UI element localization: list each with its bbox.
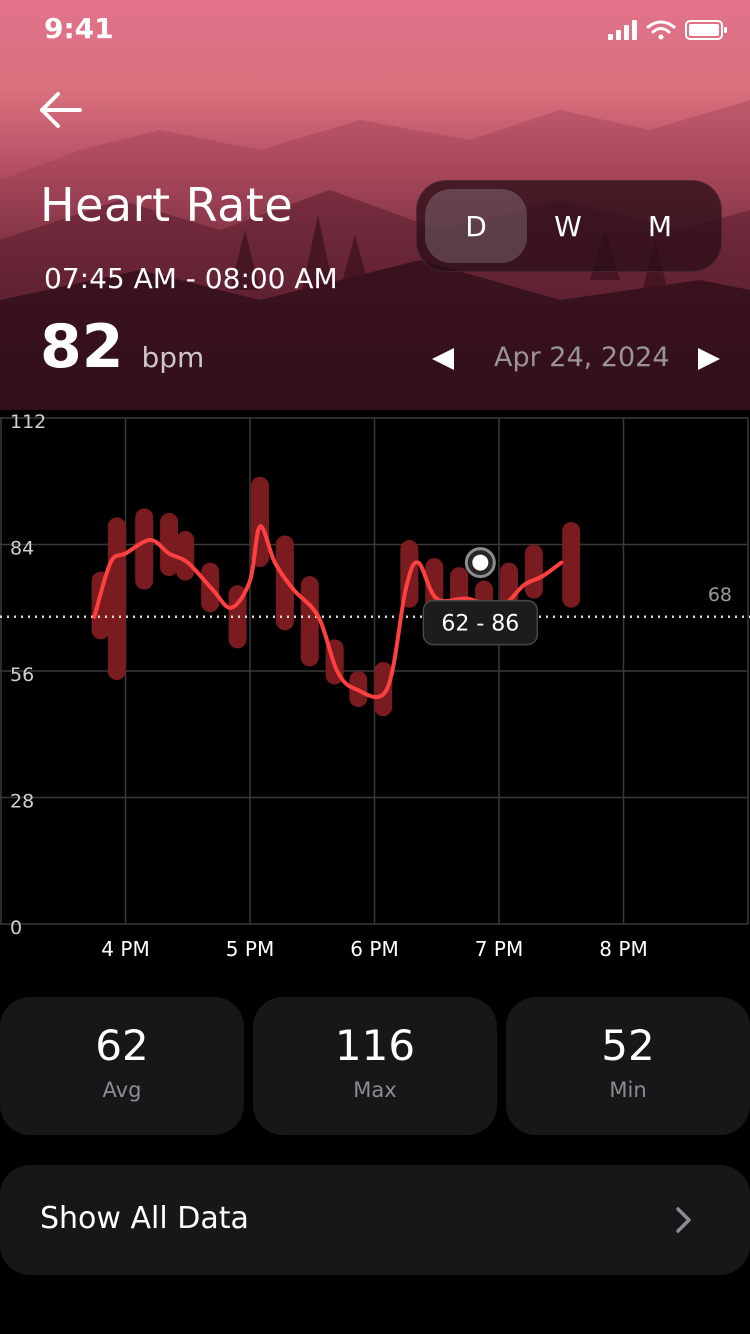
x-tick-label: 4 PM: [101, 937, 149, 961]
stat-value: 116: [334, 1021, 416, 1070]
tab-month[interactable]: M: [647, 209, 673, 243]
header: 9:41 Heart Rate 07:45 AM - 08:00 AM: [0, 0, 750, 410]
heart-rate-line: [92, 524, 564, 700]
stat-card-avg: 62 Avg: [0, 997, 244, 1135]
date-navigator: Apr 24, 2024: [430, 338, 730, 382]
status-icons: [608, 20, 727, 40]
y-tick-label: 0: [10, 917, 22, 939]
status-time: 9:41: [44, 12, 114, 45]
x-tick-label: 5 PM: [226, 937, 274, 961]
bpm-readout: 82 bpm: [40, 312, 204, 382]
tooltip-box: [422, 599, 539, 646]
status-bar: 9:41: [0, 0, 750, 60]
time-range: 07:45 AM - 08:00 AM: [44, 262, 338, 295]
show-all-label: Show All Data: [40, 1201, 249, 1236]
selected-point: [472, 554, 489, 571]
x-tick-label: 6 PM: [350, 937, 398, 961]
stat-label: Min: [609, 1078, 647, 1102]
period-selector: D W M: [416, 180, 722, 272]
x-tick-label: 7 PM: [475, 937, 523, 961]
x-tick-label: 8 PM: [599, 937, 647, 961]
tooltip-text: 62 - 86: [441, 612, 519, 637]
heart-rate-chart: 0 28 56 84 112 4 PM 5 PM 6 PM 7 PM 8 PM 68 62 - 86: [0, 400, 750, 980]
stat-label: Avg: [102, 1078, 142, 1102]
back-arrow-icon[interactable]: [36, 88, 84, 132]
show-all-data-button[interactable]: Show All Data: [0, 1165, 750, 1275]
stats-row: 62 Avg 116 Max 52 Min: [0, 997, 750, 1135]
wifi-icon: [646, 20, 676, 40]
stat-card-max: 116 Max: [253, 997, 497, 1135]
page-title: Heart Rate: [40, 178, 294, 232]
battery-icon: [685, 20, 727, 40]
cellular-signal-icon: [608, 20, 637, 40]
stat-label: Max: [353, 1078, 397, 1102]
date-label: Apr 24, 2024: [494, 342, 670, 373]
chart-canvas: 0 28 56 84 112 4 PM 5 PM 6 PM 7 PM 8 PM 68 62 - 86: [0, 411, 750, 961]
stat-value: 62: [95, 1021, 149, 1070]
next-date-icon[interactable]: [696, 346, 722, 372]
stat-value: 52: [601, 1021, 655, 1070]
y-tick-label: 56: [10, 664, 34, 686]
previous-date-icon[interactable]: [430, 346, 456, 372]
y-tick-label: 112: [10, 411, 46, 433]
y-tick-label: 84: [10, 538, 34, 560]
tab-day[interactable]: D: [425, 189, 527, 263]
chevron-right-icon: [676, 1207, 691, 1233]
tab-week[interactable]: W: [554, 209, 582, 243]
y-tick-label: 28: [10, 791, 34, 813]
reference-line-label: 68: [708, 584, 732, 606]
stat-card-min: 52 Min: [506, 997, 750, 1135]
bpm-unit: bpm: [141, 341, 205, 374]
bpm-value: 82: [40, 312, 124, 382]
